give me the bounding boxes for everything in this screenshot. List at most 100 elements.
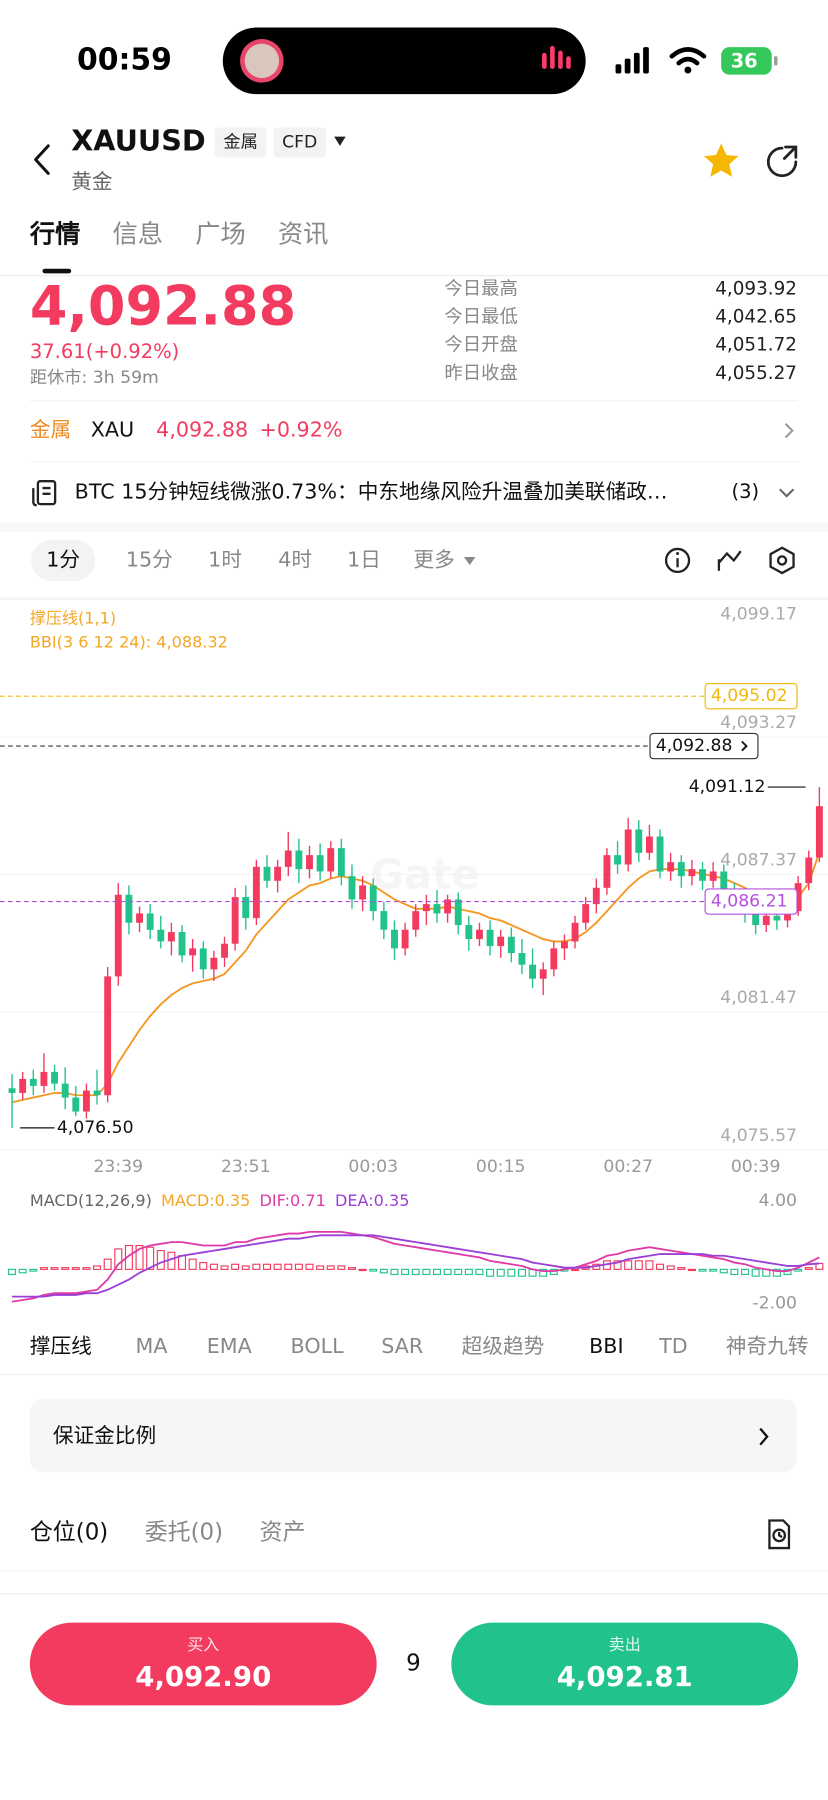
- candle-body: [327, 848, 335, 872]
- macd-bar: [294, 1263, 303, 1270]
- candle-body: [571, 922, 579, 942]
- macd-bar: [698, 1268, 707, 1272]
- macd-bar: [634, 1260, 643, 1270]
- candle-body: [539, 969, 547, 979]
- indicator-tab[interactable]: 撑压线: [30, 1334, 92, 1358]
- history-icon[interactable]: [768, 1519, 791, 1550]
- share-icon[interactable]: [766, 145, 798, 178]
- candle-body: [592, 887, 600, 905]
- candle-body: [720, 871, 728, 893]
- macd-bar: [772, 1268, 781, 1277]
- margin-card[interactable]: [29, 1398, 797, 1473]
- macd-bar: [231, 1263, 240, 1270]
- interval[interactable]: 更多: [413, 547, 454, 571]
- stat-value: 4,055.27: [715, 363, 797, 384]
- last-price: 4,092.88: [30, 275, 296, 338]
- interval[interactable]: 1分: [46, 547, 80, 571]
- news-icon: [32, 480, 57, 507]
- tab[interactable]: 行情: [29, 219, 81, 248]
- indicator-tab[interactable]: EMA: [207, 1334, 252, 1358]
- candle-body: [306, 855, 313, 870]
- favorite-star[interactable]: [703, 143, 739, 177]
- expand-icon[interactable]: [779, 488, 795, 498]
- indicator-tab[interactable]: 神奇九转: [726, 1334, 809, 1358]
- indicator-tab[interactable]: BOLL: [291, 1334, 345, 1358]
- tab[interactable]: 资讯: [278, 219, 329, 248]
- x-tick-label: 00:15: [476, 1157, 526, 1177]
- symbol: XAUUSD: [71, 123, 206, 157]
- candle-body: [167, 932, 175, 942]
- sell-button[interactable]: [451, 1622, 799, 1706]
- news-headline[interactable]: BTC 15分钟短线微涨0.73%：中东地缘风险升温叠加美联储政…: [75, 480, 668, 504]
- price-line-arrow: [741, 740, 748, 752]
- macd-bar: [645, 1260, 654, 1270]
- settings-hub: [776, 555, 788, 566]
- position-tab[interactable]: 资产: [260, 1520, 306, 1546]
- tag: 金属: [223, 132, 257, 152]
- dropdown-icon[interactable]: [334, 136, 346, 146]
- candle-body: [295, 850, 303, 870]
- candle-body: [29, 1078, 37, 1086]
- macd-bar: [178, 1255, 187, 1270]
- indicator-tab[interactable]: MA: [136, 1334, 168, 1358]
- low-marker-label: 4,076.50: [57, 1118, 134, 1138]
- back-button[interactable]: [34, 144, 50, 175]
- tab[interactable]: 广场: [195, 219, 245, 248]
- interval[interactable]: 4时: [278, 547, 312, 571]
- macd-bar: [464, 1268, 473, 1276]
- y-tick-label: 4,093.27: [720, 713, 797, 733]
- macd-bar: [8, 1268, 17, 1276]
- macd-bar: [687, 1268, 696, 1272]
- candle-body: [667, 862, 675, 872]
- dynamic-island: [222, 27, 586, 95]
- battery: [721, 47, 772, 75]
- macd-bar: [61, 1267, 70, 1270]
- macd-bar: [93, 1265, 102, 1270]
- macd-bar: [369, 1268, 378, 1272]
- position-tab[interactable]: 仓位(0): [30, 1520, 108, 1546]
- buy-button[interactable]: [29, 1622, 377, 1706]
- macd-bar: [82, 1267, 91, 1270]
- buy-label: 买入: [187, 1635, 219, 1654]
- chart-style-icon[interactable]: [717, 550, 742, 571]
- macd-bar: [188, 1258, 197, 1270]
- stat-label: 今日开盘: [444, 335, 517, 356]
- candle-body: [19, 1078, 27, 1093]
- candle-body: [444, 899, 452, 914]
- interval[interactable]: 15分: [126, 547, 173, 571]
- candle-body: [146, 913, 154, 930]
- related-category[interactable]: 金属: [30, 418, 71, 442]
- related-symbol[interactable]: XAU: [91, 418, 134, 442]
- macd-bar: [305, 1263, 314, 1270]
- interval[interactable]: 1日: [347, 547, 381, 571]
- macd-bar: [741, 1268, 750, 1276]
- macd-bar: [677, 1267, 686, 1270]
- macd-line: [11, 1230, 820, 1303]
- tab-indicator: [42, 268, 72, 274]
- price-line-box: [704, 888, 798, 915]
- info-dot: [676, 552, 680, 556]
- macd-bar: [422, 1268, 431, 1276]
- interval[interactable]: 1时: [208, 547, 242, 571]
- tag-bg: [214, 127, 267, 158]
- candle-body: [93, 1090, 101, 1096]
- macd-bar: [443, 1268, 452, 1276]
- info-icon[interactable]: [664, 547, 691, 574]
- price-change: 37.61(+0.92%): [30, 340, 179, 363]
- candle-body: [518, 953, 526, 965]
- position-tab[interactable]: 委托(0): [145, 1520, 223, 1546]
- candle-body: [369, 885, 377, 912]
- candle-body: [337, 848, 345, 877]
- tab[interactable]: 信息: [113, 219, 164, 248]
- indicator-tab[interactable]: SAR: [381, 1334, 423, 1358]
- more-dropdown[interactable]: [463, 556, 476, 566]
- indicator-tab[interactable]: BBI: [589, 1334, 623, 1358]
- indicator-tab[interactable]: 超级趋势: [462, 1334, 545, 1358]
- chevron[interactable]: [784, 423, 794, 439]
- macd-bar: [18, 1268, 27, 1274]
- candle-body: [61, 1083, 69, 1098]
- indicator-tab[interactable]: TD: [658, 1334, 688, 1358]
- macd-bar: [241, 1265, 250, 1270]
- macd-bar: [71, 1267, 80, 1270]
- settings-icon[interactable]: [769, 546, 795, 575]
